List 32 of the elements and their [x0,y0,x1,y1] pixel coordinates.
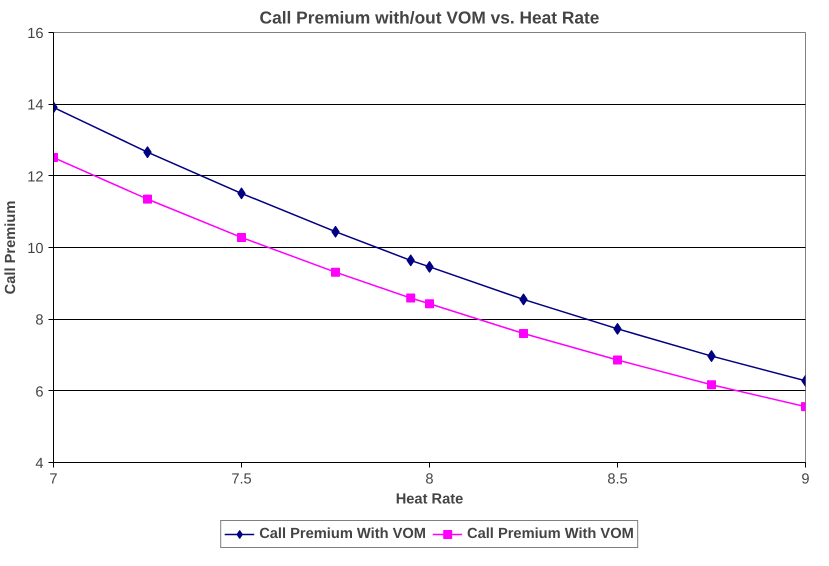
point [613,356,622,365]
point [237,232,246,242]
x-tick-label: 7 [49,472,58,488]
y-axis-title: Call Premium [3,200,20,294]
point [519,293,528,306]
point [143,146,152,158]
x-tick-label: 7.5 [231,472,252,488]
point [406,294,416,303]
x-tick-label: 8 [425,472,434,488]
chart-title: Call Premium with/out VOM vs. Heat Rate [260,8,600,28]
point [331,268,340,277]
point [143,194,152,204]
y-tick-label: 10 [27,241,44,257]
y-tick-label: 8 [35,312,44,329]
y-tick-label: 12 [27,169,44,186]
point [519,329,528,338]
x-axis-title: Heat Rate [396,492,464,508]
point [707,380,716,390]
point [425,260,434,273]
legend-label: Call Premium With VOM [467,526,634,542]
x-tick-label: 9 [801,472,810,488]
point [425,299,434,308]
legend-label: Call Premium With VOM [259,526,426,542]
point [613,322,622,335]
point [331,226,340,238]
x-tick-label: 8.5 [607,472,628,488]
y-tick-label: 16 [27,26,44,42]
point [237,187,246,200]
y-tick-label: 6 [35,384,44,400]
y-tick-label: 4 [35,456,44,472]
y-tick-label: 14 [27,98,44,114]
point [707,350,716,362]
